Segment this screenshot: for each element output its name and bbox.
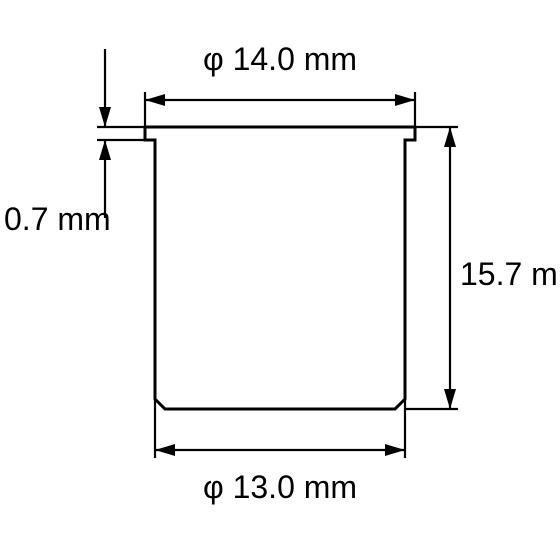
dimension-arrowhead (385, 444, 405, 456)
dimension-arrowhead (99, 140, 111, 160)
dimension-arrowhead (444, 127, 456, 147)
dim-label-flange: 0.7 mm (4, 201, 111, 237)
part-outline (145, 127, 415, 409)
dimension-arrowhead (99, 107, 111, 127)
dimension-arrowhead (444, 389, 456, 409)
dimension-arrowhead (395, 94, 415, 106)
dim-label-height: 15.7 mm (460, 256, 560, 292)
dim-label-top-diameter: φ 14.0 mm (203, 41, 357, 77)
dim-label-bottom-diameter: φ 13.0 mm (203, 469, 357, 505)
dimension-arrowhead (155, 444, 175, 456)
dimension-arrowhead (145, 94, 165, 106)
